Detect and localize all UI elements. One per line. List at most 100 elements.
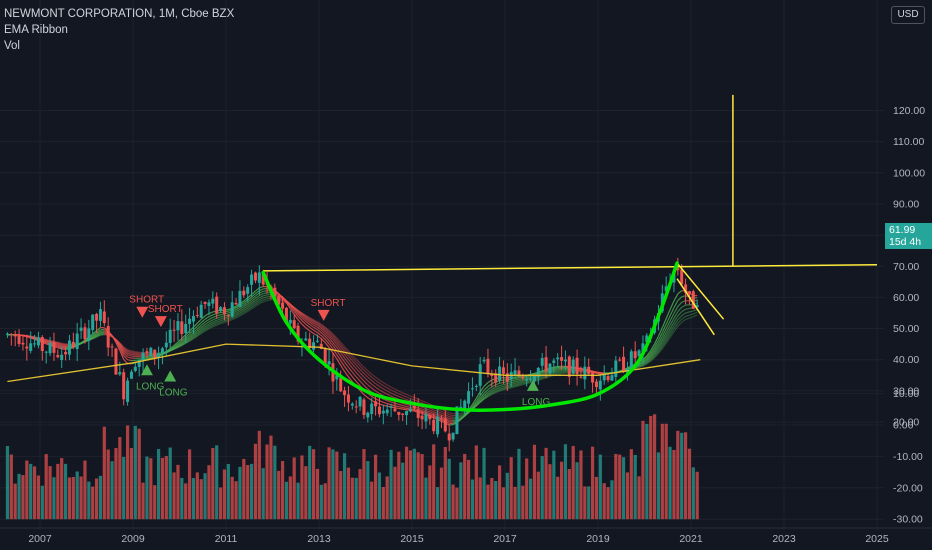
ema-ribbon-segment <box>538 377 543 380</box>
candle <box>9 333 13 335</box>
candle <box>71 341 75 348</box>
ema-ribbon-segment <box>665 331 671 339</box>
ema-ribbon-segment <box>278 294 283 299</box>
ema-ribbon-segment <box>449 417 454 420</box>
ema-ribbon-segment <box>255 294 260 299</box>
candle <box>246 287 250 294</box>
ema-ribbon-segment <box>495 387 500 390</box>
candle <box>571 359 575 374</box>
ema-ribbon-segment <box>336 337 342 343</box>
candle <box>482 359 486 362</box>
ema-ribbon-segment <box>499 389 504 392</box>
x-tick-label: 2021 <box>679 533 703 545</box>
ema-ribbon-segment <box>367 380 373 385</box>
ema-ribbon-segment <box>317 329 322 334</box>
ema-ribbon-segment <box>231 315 237 319</box>
volume-bar <box>234 481 238 520</box>
ema-ribbon-segment <box>398 393 403 396</box>
ema-ribbon-segment <box>169 348 175 352</box>
buy-arrow <box>164 370 177 382</box>
ema-ribbon-segment <box>255 303 260 307</box>
ema-ribbon-segment <box>635 366 640 369</box>
ema-ribbon-segment <box>425 409 431 413</box>
symbol-title[interactable]: NEWMONT CORPORATION, 1M, Cboe BZX <box>4 8 235 20</box>
ema-ribbon-segment <box>553 370 558 373</box>
volume-bar <box>536 471 540 520</box>
volume-bar <box>404 446 409 520</box>
ema-ribbon-segment <box>359 365 365 371</box>
candle <box>490 373 494 377</box>
ema-ribbon-segment <box>324 329 330 334</box>
candle <box>350 403 354 406</box>
ema-ribbon-segment <box>220 315 225 318</box>
ema-ribbon-segment <box>681 319 686 323</box>
indicator-ema-ribbon[interactable]: EMA Ribbon <box>4 24 68 36</box>
ema-ribbon-segment <box>61 347 66 349</box>
volume-bar <box>672 449 676 520</box>
candle <box>598 380 602 390</box>
ema-ribbon-segment <box>514 381 520 384</box>
y-tick-label: 20.00 <box>893 417 919 429</box>
ema-ribbon-segment <box>200 330 206 335</box>
candle <box>222 307 226 315</box>
ema-ribbon-segment <box>681 312 686 317</box>
ema-ribbon-segment <box>309 319 314 324</box>
ema-ribbon-segment <box>53 341 58 344</box>
candle <box>40 337 44 352</box>
ema-ribbon-segment <box>638 364 644 367</box>
ema-ribbon-segment <box>177 344 183 348</box>
ema-ribbon-segment <box>340 341 346 348</box>
ema-ribbon-segment <box>351 376 357 382</box>
candle <box>52 342 56 353</box>
ema-ribbon-segment <box>638 363 644 367</box>
ema-ribbon-segment <box>53 340 58 343</box>
currency-button[interactable]: USD <box>891 6 925 24</box>
volume-bar <box>567 469 571 520</box>
ema-ribbon-segment <box>665 315 671 325</box>
ema-ribbon-segment <box>208 321 214 325</box>
volume-bar <box>385 476 389 520</box>
volume-bar <box>300 455 304 520</box>
volume-bar <box>141 482 145 520</box>
cup-curve <box>261 261 679 412</box>
ema-ribbon-segment <box>386 400 392 403</box>
ema-ribbon-segment <box>479 392 485 399</box>
volume-bar <box>540 456 544 520</box>
ema-ribbon-segment <box>119 342 125 348</box>
volume-bar <box>29 463 33 520</box>
indicator-volume[interactable]: Vol <box>4 40 20 52</box>
ema-ribbon-segment <box>61 342 66 345</box>
ema-ribbon-segment <box>479 389 485 396</box>
candle <box>234 302 238 305</box>
ema-ribbon-segment <box>127 350 132 353</box>
candle <box>408 408 412 412</box>
x-tick-label: 2025 <box>865 533 889 545</box>
y-tick-label: 120.00 <box>893 105 925 117</box>
ema-ribbon-segment <box>487 393 493 398</box>
ema-ribbon-segment <box>347 362 353 369</box>
volume-bar <box>517 448 521 520</box>
volume-bar <box>544 447 548 520</box>
volume-bar <box>327 447 331 520</box>
ema-ribbon-segment <box>685 314 690 317</box>
ema-ribbon-segment <box>367 370 373 375</box>
ema-ribbon-segment <box>557 372 562 375</box>
ema-ribbon-segment <box>220 320 225 323</box>
ema-ribbon-segment <box>394 402 399 406</box>
ema-ribbon-segment <box>243 297 249 302</box>
volume-bar <box>552 450 556 520</box>
ema-ribbon-segment <box>181 334 187 339</box>
volume-bar <box>687 448 692 520</box>
ema-ribbon-segment <box>475 391 481 399</box>
x-tick-label: 2015 <box>400 533 424 545</box>
candle <box>273 287 277 297</box>
ema-ribbon-segment <box>657 336 663 344</box>
ema-ribbon-segment <box>320 329 326 335</box>
ema-ribbon-segment <box>92 335 97 339</box>
candle <box>64 351 68 355</box>
volume-bar <box>416 452 420 520</box>
ema-ribbon-segment <box>235 312 241 316</box>
volume-bar <box>548 464 552 520</box>
ema-ribbon-segment <box>425 411 431 415</box>
